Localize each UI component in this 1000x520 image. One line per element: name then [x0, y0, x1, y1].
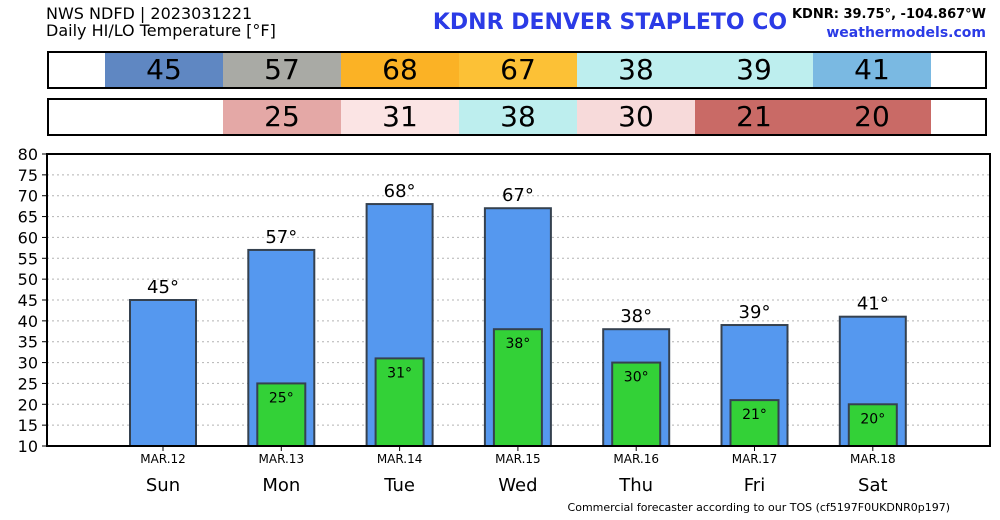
x-date-label: MAR.15 — [495, 452, 541, 466]
high-temp-cell: 41 — [813, 53, 931, 87]
y-tick-label: 75 — [18, 166, 38, 185]
variable-line: Daily HI/LO Temperature [°F] — [46, 21, 276, 40]
high-temp-cell: 45 — [105, 53, 223, 87]
high-bar-label: 39° — [739, 302, 771, 323]
high-bar — [129, 299, 197, 447]
high-temperature-strip: 45 57 68 67 38 39 41 — [47, 51, 987, 89]
low-bar — [492, 328, 543, 448]
y-tick-label: 50 — [18, 270, 38, 289]
low-bar — [256, 382, 307, 447]
low-temperature-strip: 25 31 38 30 21 20 — [47, 98, 987, 136]
y-tick-label: 55 — [18, 249, 38, 268]
high-temp-cell: 68 — [341, 53, 459, 87]
y-tick-label: 60 — [18, 228, 38, 247]
site-link[interactable]: weathermodels.com — [826, 25, 986, 41]
low-temp-cell: 38 — [459, 100, 577, 134]
product-line: NWS NDFD | 2023031221 — [46, 4, 253, 23]
low-temp-cell: 25 — [223, 100, 341, 134]
y-tick-label: 35 — [18, 333, 38, 352]
y-tick-label: 80 — [18, 145, 38, 164]
x-date-label: MAR.17 — [732, 452, 778, 466]
y-tick-label: 15 — [18, 416, 38, 435]
y-tick-label: 45 — [18, 291, 38, 310]
y-tick-label: 10 — [18, 437, 38, 456]
x-day-label: Mon — [262, 475, 300, 496]
y-tick-label: 20 — [18, 395, 38, 414]
plot-frame — [46, 153, 991, 447]
low-temp-cell — [105, 100, 223, 134]
y-tick-label: 65 — [18, 208, 38, 227]
high-bar-label: 38° — [620, 306, 652, 327]
high-temp-cell: 38 — [577, 53, 695, 87]
x-date-label: MAR.16 — [613, 452, 659, 466]
low-temp-cell: 31 — [341, 100, 459, 134]
x-date-label: MAR.18 — [850, 452, 896, 466]
x-day-label: Tue — [383, 475, 415, 496]
high-bar-label: 57° — [265, 227, 297, 248]
x-day-label: Fri — [744, 475, 765, 496]
low-bar-label: 38° — [505, 336, 530, 352]
high-bar-label: 41° — [857, 294, 889, 315]
high-temp-cell: 67 — [459, 53, 577, 87]
high-temp-cell: 39 — [695, 53, 813, 87]
low-bar-label: 31° — [387, 365, 412, 381]
x-day-label: Wed — [498, 475, 537, 496]
y-tick-label: 70 — [18, 187, 38, 206]
x-day-label: Sat — [858, 475, 888, 496]
high-temp-cell: 57 — [223, 53, 341, 87]
low-temp-cell: 21 — [695, 100, 813, 134]
y-tick-label: 30 — [18, 354, 38, 373]
low-temp-cell: 20 — [813, 100, 931, 134]
x-day-label: Sun — [146, 475, 180, 496]
x-date-label: MAR.12 — [140, 452, 186, 466]
x-date-label: MAR.14 — [377, 452, 423, 466]
low-bar-label: 25° — [269, 390, 294, 406]
low-bar-label: 21° — [742, 407, 767, 423]
station-coordinates: KDNR: 39.75°, -104.867°W — [791, 7, 986, 22]
footer-note: Commercial forecaster according to our T… — [567, 501, 950, 514]
low-bar-label: 20° — [860, 411, 885, 427]
low-bar-label: 30° — [624, 370, 649, 386]
high-bar-label: 68° — [384, 181, 416, 202]
x-date-label: MAR.13 — [259, 452, 305, 466]
station-title: KDNR DENVER STAPLETO CO — [432, 10, 788, 35]
high-bar-label: 45° — [147, 277, 179, 298]
high-bar-label: 67° — [502, 185, 534, 206]
y-tick-label: 40 — [18, 312, 38, 331]
x-day-label: Thu — [618, 475, 653, 496]
low-temp-cell: 30 — [577, 100, 695, 134]
y-tick-label: 25 — [18, 374, 38, 393]
